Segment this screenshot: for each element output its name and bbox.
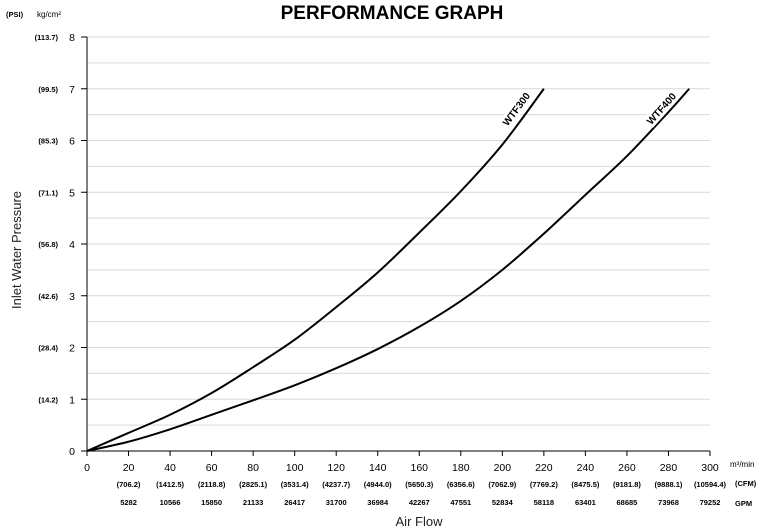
gpm-tick-label: 31700 [326, 498, 347, 507]
gpm-tick-label: 63401 [575, 498, 596, 507]
x-tick-label: 60 [206, 462, 218, 474]
y-tick-label: 4 [69, 239, 75, 251]
gpm-tick-label: 68685 [617, 498, 638, 507]
cfm-tick-label: (8475.5) [571, 480, 599, 489]
x-tick-label: 100 [286, 462, 304, 474]
y-tick-label: 7 [69, 84, 75, 96]
series-label-bg [643, 89, 680, 128]
x-tick-label: 40 [164, 462, 176, 474]
cfm-tick-label: (6356.6) [447, 480, 475, 489]
x-tick-label: 280 [660, 462, 678, 474]
psi-tick-label: (14.2) [38, 395, 58, 404]
y-unit-label: kg/cm² [37, 10, 61, 19]
series-label-bg [499, 89, 534, 130]
x-unit-label: m³/min [730, 460, 754, 469]
y-tick-label: 8 [69, 32, 75, 44]
chart-title: PERFORMANCE GRAPH [281, 3, 504, 24]
y-tick-label: 0 [69, 446, 75, 458]
x-tick-label: 140 [369, 462, 387, 474]
series-line-wtf300 [86, 88, 545, 452]
x-tick-label: 260 [618, 462, 636, 474]
gpm-tick-label: 36984 [367, 498, 389, 507]
psi-unit-label: (PSI) [6, 10, 24, 19]
series-label-text: WTF400 [645, 91, 679, 127]
gpm-tick-label: 73968 [658, 498, 679, 507]
y-axis-title: Inlet Water Pressure [9, 191, 24, 309]
cfm-tick-label: (706.2) [117, 480, 141, 489]
cfm-unit-label: (CFM) [735, 479, 757, 488]
cfm-tick-label: (4944.0) [364, 480, 392, 489]
x-axis-title: Air Flow [396, 514, 444, 529]
y-tick-label: 2 [69, 343, 75, 355]
cfm-tick-label: (7769.2) [530, 480, 558, 489]
y-tick-label: 5 [69, 187, 75, 199]
cfm-tick-label: (10594.4) [694, 480, 727, 489]
y-tick-label: 3 [69, 291, 75, 303]
psi-tick-label: (42.6) [38, 292, 58, 301]
cfm-tick-label: (7062.9) [488, 480, 516, 489]
psi-tick-label: (56.8) [38, 240, 58, 249]
gpm-tick-label: 21133 [243, 498, 263, 507]
cfm-tick-label: (3531.4) [281, 480, 309, 489]
x-tick-label: 300 [701, 462, 719, 474]
gpm-tick-label: 47551 [450, 498, 471, 507]
gpm-tick-label: 26417 [284, 498, 305, 507]
gpm-unit-label: GPM [735, 499, 752, 508]
gpm-tick-label: 5282 [120, 498, 137, 507]
x-tick-label: 20 [123, 462, 135, 474]
cfm-tick-label: (5650.3) [405, 480, 433, 489]
x-tick-label: 120 [327, 462, 345, 474]
psi-tick-label: (85.3) [38, 137, 58, 146]
x-tick-label: 240 [577, 462, 595, 474]
x-tick-label: 180 [452, 462, 470, 474]
cfm-tick-label: (4237.7) [322, 480, 350, 489]
psi-tick-label: (28.4) [38, 344, 58, 353]
series-line-wtf400 [86, 88, 690, 452]
gpm-tick-label: 42267 [409, 498, 430, 507]
x-tick-label: 160 [411, 462, 429, 474]
cfm-tick-label: (2825.1) [239, 480, 267, 489]
y-tick-label: 6 [69, 136, 75, 148]
psi-tick-label: (71.1) [38, 188, 58, 197]
x-tick-label: 0 [84, 462, 90, 474]
cfm-tick-label: (9181.8) [613, 480, 641, 489]
y-tick-label: 1 [69, 394, 75, 406]
gpm-tick-label: 79252 [700, 498, 721, 507]
cfm-tick-label: (9888.1) [654, 480, 682, 489]
gpm-tick-label: 52834 [492, 498, 514, 507]
psi-tick-label: (99.5) [38, 85, 58, 94]
cfm-tick-label: (1412.5) [156, 480, 184, 489]
gpm-tick-label: 10566 [160, 498, 181, 507]
x-tick-label: 200 [494, 462, 512, 474]
gpm-tick-label: 15850 [201, 498, 222, 507]
series-label-wtf400: WTF400 [643, 89, 680, 128]
x-tick-label: 80 [247, 462, 259, 474]
psi-tick-label: (113.7) [35, 33, 59, 42]
x-tick-label: 220 [535, 462, 553, 474]
gpm-tick-label: 58118 [534, 498, 554, 507]
cfm-tick-label: (2118.8) [198, 480, 226, 489]
